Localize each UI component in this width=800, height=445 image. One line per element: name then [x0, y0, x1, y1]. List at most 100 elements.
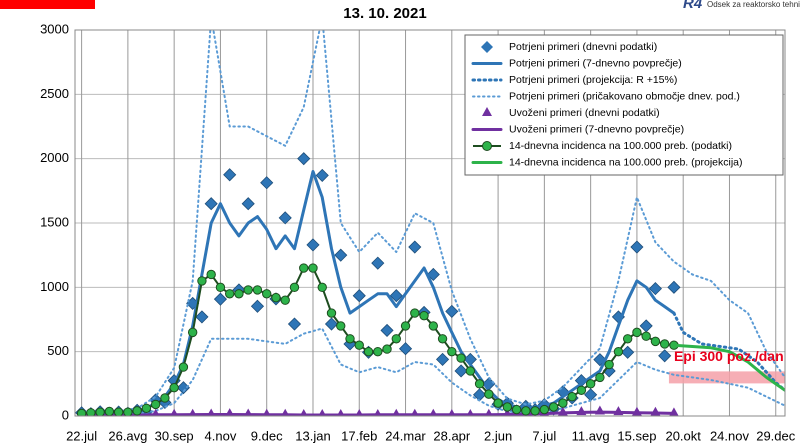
diamond-marker: [223, 168, 237, 182]
circle-marker: [391, 334, 401, 344]
annotation: Epi 300 poz./dan: [674, 348, 784, 364]
logo: R4: [683, 0, 703, 12]
circle-marker: [558, 398, 568, 408]
circle-marker: [76, 408, 87, 416]
legend-box: [464, 34, 784, 176]
diamond-marker: [278, 211, 292, 225]
circle-marker: [567, 392, 577, 402]
red-bar: [0, 0, 95, 9]
circle-marker: [169, 382, 179, 393]
diamond-marker: [630, 240, 644, 254]
circle-marker: [243, 285, 253, 295]
circle-marker: [86, 408, 96, 416]
series-line: [80, 327, 785, 416]
diamond-marker: [473, 388, 487, 402]
circle-marker: [95, 407, 105, 416]
diamond-marker: [639, 319, 653, 333]
circle-marker: [206, 269, 216, 280]
circle-marker: [530, 406, 540, 416]
circle-marker: [521, 406, 531, 416]
circle-marker: [197, 276, 207, 286]
x-tick-label: 22.jul: [66, 428, 97, 443]
diamond-marker: [380, 323, 394, 338]
x-tick-label: 30.sep: [155, 428, 194, 443]
x-tick-label: 29.dec: [756, 428, 796, 443]
x-tick-label: 13.jan: [295, 428, 330, 443]
circle-marker: [585, 379, 596, 389]
diamond-marker: [324, 317, 339, 331]
x-tick-label: 9.dec: [251, 428, 283, 443]
diamond-marker: [334, 248, 348, 262]
triangle-marker: [318, 408, 327, 416]
diamond-marker: [315, 168, 329, 182]
legend-label: Potrjeni primeri (dnevni podatki): [509, 41, 657, 53]
diamond-marker: [454, 364, 468, 378]
chart-title: 13. 10. 2021: [343, 5, 426, 22]
diamond-marker: [213, 292, 228, 306]
diamond-marker: [352, 289, 366, 303]
y-tick-label: 2000: [40, 150, 69, 165]
circle-marker: [419, 310, 429, 321]
circle-marker: [123, 407, 133, 416]
series-line: [672, 311, 785, 392]
circle-marker: [336, 321, 346, 331]
circle-marker: [632, 327, 642, 338]
circle-marker: [474, 379, 485, 389]
circle-marker: [484, 389, 494, 399]
x-tick-label: 2.jun: [484, 428, 512, 443]
diamond-marker: [260, 176, 274, 190]
legend: Potrjeni primeri (dnevni podatki) Potrjen…: [464, 34, 784, 176]
plot-area: [75, 30, 785, 416]
series-line: [672, 343, 785, 392]
circle-marker: [252, 285, 263, 295]
diamond-marker: [371, 256, 385, 270]
diamond-marker: [426, 267, 440, 282]
y-tick-label: 1500: [40, 214, 69, 229]
x-tick-label: 17.feb: [341, 428, 377, 443]
circle-marker: [187, 327, 198, 338]
circle-marker: [354, 340, 364, 350]
circle-marker: [224, 289, 235, 299]
logo-text: Odsek za reaktorsko tehniko: [707, 0, 800, 9]
diamond-marker: [195, 310, 209, 324]
legend-label: Potrjeni primeri (projekcija: R +15%): [509, 74, 677, 86]
circle-marker: [604, 359, 614, 370]
y-tick-label: 1000: [40, 279, 69, 294]
circle-marker: [326, 308, 337, 318]
x-tick-label: 7.jul: [532, 428, 556, 443]
x-tick-label: 28.apr: [433, 428, 471, 443]
circle-marker: [456, 353, 466, 363]
threshold-band: [668, 371, 785, 384]
circle-marker: [160, 393, 170, 403]
x-tick-label: 24.mar: [385, 428, 426, 443]
circle-marker: [178, 362, 189, 372]
circle-marker: [595, 372, 605, 383]
circle-marker: [262, 289, 272, 299]
circle-marker: [576, 385, 587, 395]
circle-marker: [437, 334, 448, 344]
diamond-marker: [408, 240, 422, 254]
x-tick-label: 26.avg: [108, 428, 147, 443]
diamond-marker: [648, 282, 662, 296]
circle-marker: [363, 346, 374, 357]
circle-marker: [465, 366, 476, 376]
circle-marker: [400, 321, 411, 331]
diamond-marker: [658, 349, 672, 363]
y-tick-label: 0: [62, 407, 69, 422]
circle-marker: [215, 282, 226, 293]
plot-frame: [74, 29, 786, 417]
legend-label: Potrjeni primeri (pričakovano območje dn…: [509, 90, 740, 102]
x-tick-label: 24.nov: [710, 428, 750, 443]
legend-symbol: [482, 141, 492, 151]
x-tick-label: 4.nov: [205, 428, 237, 443]
x-tick-label: 20.okt: [665, 428, 701, 443]
diamond-marker: [667, 280, 681, 294]
circle-marker: [234, 289, 244, 299]
circle-marker: [299, 263, 309, 273]
y-tick-label: 500: [47, 343, 69, 358]
circle-marker: [132, 406, 142, 416]
diamond-marker: [306, 238, 320, 252]
diamond-marker: [204, 197, 218, 211]
circle-marker: [622, 334, 633, 344]
diamond-marker: [593, 353, 607, 367]
